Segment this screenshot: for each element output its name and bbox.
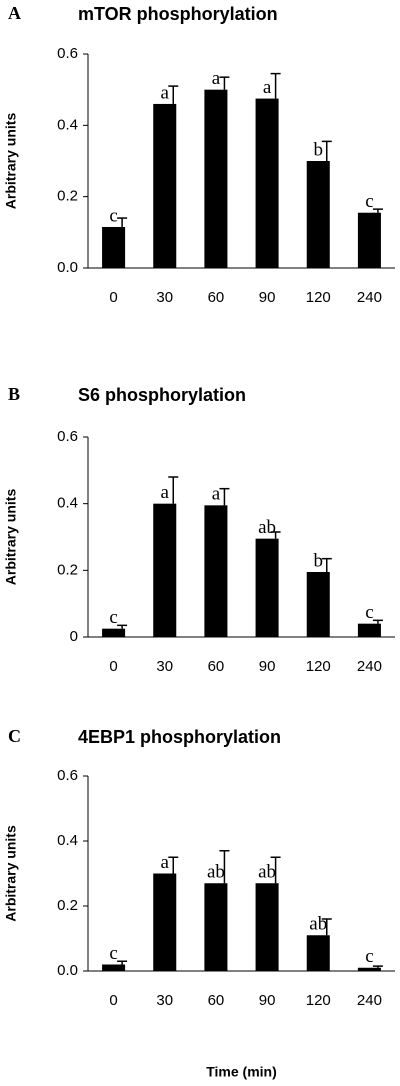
significance-label: ab bbox=[258, 517, 276, 538]
y-tick-label: 0 bbox=[70, 628, 78, 645]
significance-label: c bbox=[365, 191, 373, 212]
bar bbox=[255, 98, 279, 268]
bar bbox=[153, 503, 177, 637]
significance-label: a bbox=[263, 77, 272, 98]
significance-label: ab bbox=[207, 862, 225, 883]
chart-title: S6 phosphorylation bbox=[78, 385, 246, 405]
significance-label: c bbox=[109, 205, 117, 226]
x-tick-label: 90 bbox=[259, 658, 276, 675]
chart-title: 4EBP1 phosphorylation bbox=[78, 727, 281, 747]
bar bbox=[255, 883, 279, 971]
chart-title: mTOR phosphorylation bbox=[78, 4, 278, 24]
bar bbox=[306, 161, 330, 268]
bar bbox=[306, 935, 330, 971]
significance-label: a bbox=[161, 82, 170, 103]
x-tick-label: 30 bbox=[156, 992, 173, 1009]
significance-label: c bbox=[109, 943, 117, 964]
bar bbox=[306, 572, 330, 637]
x-tick-label: 240 bbox=[357, 658, 382, 675]
x-tick-label: 240 bbox=[357, 289, 382, 306]
x-tick-label: 60 bbox=[208, 658, 225, 675]
x-tick-label: 0 bbox=[109, 658, 117, 675]
significance-label: a bbox=[161, 852, 170, 873]
x-tick-label: 60 bbox=[208, 992, 225, 1009]
significance-label: a bbox=[212, 68, 221, 89]
x-tick-label: 120 bbox=[306, 289, 331, 306]
y-axis-title: Arbitrary units bbox=[3, 113, 19, 210]
y-tick-label: 0.2 bbox=[57, 897, 78, 914]
y-tick-label: 0.0 bbox=[57, 259, 78, 276]
bar bbox=[357, 212, 381, 268]
y-tick-label: 0.2 bbox=[57, 561, 78, 578]
significance-label: ab bbox=[309, 914, 327, 935]
bar bbox=[102, 964, 126, 971]
x-axis-title: Time (min) bbox=[206, 1064, 277, 1080]
panel-label: C bbox=[8, 726, 21, 746]
significance-label: c bbox=[109, 607, 117, 628]
bar bbox=[204, 505, 228, 637]
x-tick-label: 90 bbox=[259, 992, 276, 1009]
significance-label: a bbox=[161, 482, 170, 503]
significance-label: c bbox=[365, 602, 373, 623]
y-axis-title: Arbitrary units bbox=[3, 489, 19, 586]
significance-label: b bbox=[314, 550, 324, 571]
bar bbox=[153, 873, 177, 971]
y-tick-label: 0.4 bbox=[57, 116, 78, 133]
bar bbox=[204, 89, 228, 269]
panel-label: A bbox=[8, 3, 21, 23]
x-tick-label: 30 bbox=[156, 289, 173, 306]
bar bbox=[102, 226, 126, 268]
bar bbox=[357, 967, 381, 971]
y-tick-label: 0.6 bbox=[57, 428, 78, 445]
x-tick-label: 60 bbox=[208, 289, 225, 306]
bar bbox=[153, 103, 177, 268]
y-axis-title: Arbitrary units bbox=[3, 825, 19, 922]
y-tick-label: 0.2 bbox=[57, 188, 78, 205]
y-tick-label: 0.6 bbox=[57, 45, 78, 62]
x-tick-label: 120 bbox=[306, 658, 331, 675]
x-tick-label: 90 bbox=[259, 289, 276, 306]
y-tick-label: 0.4 bbox=[57, 832, 78, 849]
bar bbox=[357, 623, 381, 637]
x-tick-label: 0 bbox=[109, 992, 117, 1009]
x-tick-label: 240 bbox=[357, 992, 382, 1009]
panel-label: B bbox=[8, 384, 20, 404]
bar bbox=[102, 628, 126, 637]
y-tick-label: 0.4 bbox=[57, 495, 78, 512]
x-tick-label: 0 bbox=[109, 289, 117, 306]
significance-label: ab bbox=[258, 862, 276, 883]
significance-label: c bbox=[365, 946, 373, 967]
y-tick-label: 0.0 bbox=[57, 962, 78, 979]
x-tick-label: 30 bbox=[156, 658, 173, 675]
significance-label: a bbox=[212, 484, 221, 505]
bar bbox=[204, 883, 228, 971]
significance-label: b bbox=[314, 139, 324, 160]
bar bbox=[255, 538, 279, 637]
y-tick-label: 0.6 bbox=[57, 767, 78, 784]
x-tick-label: 120 bbox=[306, 992, 331, 1009]
